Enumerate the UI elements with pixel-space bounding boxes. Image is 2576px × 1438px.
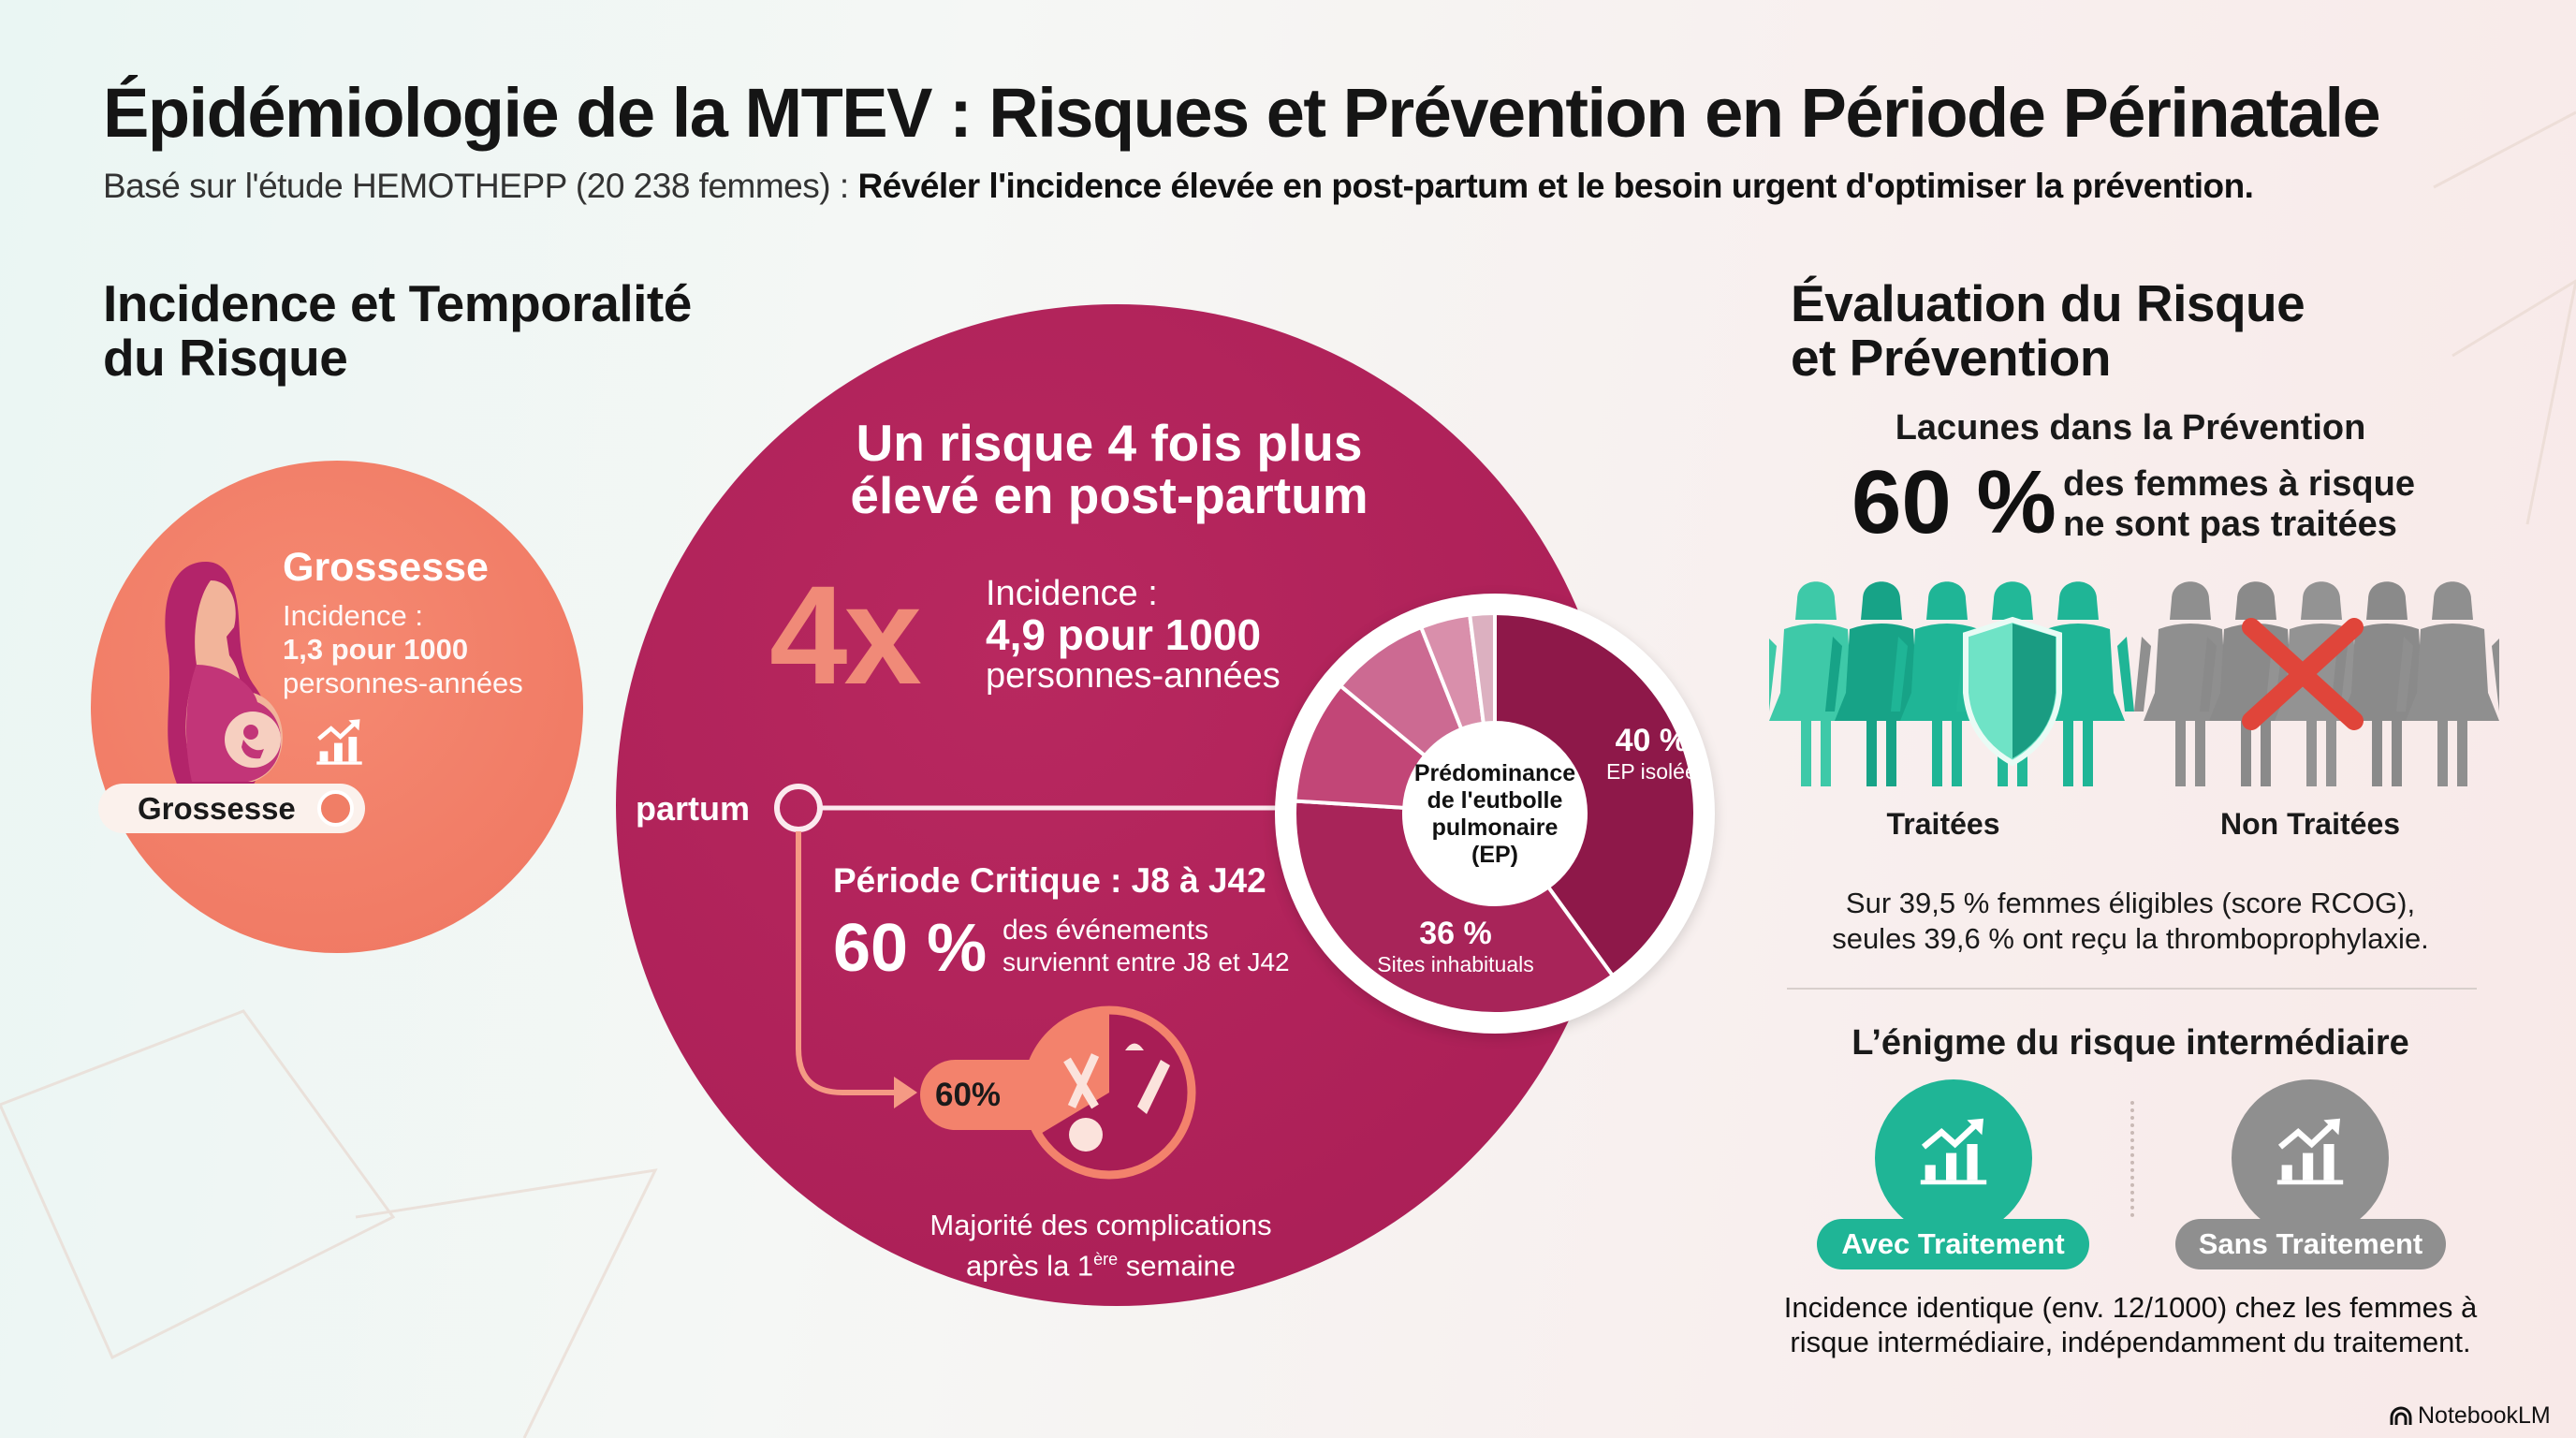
complications-line: après la 1ère semaine — [929, 1242, 1271, 1283]
donut-center-label: Prédominance de l'eutbolle pulmonaire (E… — [1414, 760, 1575, 869]
headline-line: élevé en post-partum — [850, 466, 1368, 524]
brand-name: NotebookLM — [2418, 1402, 2551, 1429]
heading-line: Incidence et Temporalité — [103, 274, 692, 332]
center-line: Prédominance — [1413, 760, 1576, 786]
incidence-unit: personnes-années — [986, 656, 1281, 696]
without-treatment-badge: Sans Traitement — [2175, 1219, 2446, 1269]
subtitle-plain: Basé sur l'étude HEMOTHEPP (20 238 femme… — [103, 167, 858, 205]
critical-period-title: Période Critique : J8 à J42 — [833, 861, 1266, 900]
trend-chart-icon — [316, 719, 362, 765]
timeline-label: Grossesse — [138, 790, 296, 826]
rcog-note: Sur 39,5 % femmes éligibles (score RCOG)… — [1832, 886, 2429, 957]
prevention-gaps-title: Lacunes dans la Prévention — [1895, 408, 2366, 448]
pregnancy-incidence: Incidence : 1,3 pour 1000 personnes-anné… — [283, 599, 523, 700]
slice-value: 40 % — [1615, 723, 1689, 758]
desc-line: ne sont pas traitées — [2063, 505, 2397, 544]
section-heading-incidence: Incidence et Temporalité du Risque — [103, 276, 692, 385]
center-line: pulmonaire — [1431, 814, 1559, 841]
incidence-label: Incidence : — [986, 574, 1158, 613]
dotted-separator — [2130, 1101, 2134, 1217]
cross-icon — [2242, 618, 2364, 730]
section-heading-evaluation: Évaluation du Risque et Prévention — [1791, 276, 2305, 385]
postpartum-timeline-label: partum — [636, 789, 751, 828]
heading-line: du Risque — [103, 329, 348, 387]
critical-period-pct: 60 % — [833, 911, 988, 986]
arrow-connector — [796, 831, 899, 1095]
slice-value: 36 % — [1419, 916, 1492, 951]
note-line: Sur 39,5 % femmes éligibles (score RCOG)… — [1845, 887, 2416, 919]
donut-hole — [1404, 723, 1586, 904]
complications-pie-icon — [1022, 1005, 1196, 1180]
text-part: après la 1 — [966, 1249, 1094, 1283]
note-line: risque intermédiaire, indépendamment du … — [1790, 1326, 2471, 1358]
treated-label: Traitées — [1886, 807, 2000, 841]
complications-text: Majorité des complications après la 1ère… — [929, 1208, 1271, 1283]
slice-sublabel: EP isolée — [1606, 759, 1697, 784]
enigma-title: L’énigme du risque intermédiaire — [1852, 1023, 2409, 1063]
slice-label-sites: 36 % Sites inhabituals — [1377, 916, 1534, 977]
heading-line: Évaluation du Risque — [1791, 274, 2305, 332]
trend-chart-icon — [1920, 1118, 1987, 1185]
center-line: de l'eutbolle — [1427, 787, 1563, 814]
with-treatment-badge: Avec Traitement — [1817, 1219, 2089, 1269]
incidence-label: Incidence : — [283, 599, 423, 632]
slice-sublabel: Sites inhabituals — [1377, 952, 1534, 976]
headline-line: Un risque 4 fois plus — [856, 414, 1363, 472]
brand-footer: NotebookLM — [2390, 1402, 2551, 1430]
complications-line: Majorité des complications — [929, 1209, 1272, 1241]
postpartum-incidence: Incidence : 4,9 pour 1000 personnes-anné… — [986, 573, 1281, 697]
text-part: semaine — [1118, 1249, 1236, 1283]
note-line: seules 39,6 % ont reçu la thromboprophyl… — [1832, 922, 2429, 955]
pregnant-woman-icon — [165, 562, 283, 786]
page-title: Épidémiologie de la MTEV : Risques et Pr… — [103, 74, 2381, 152]
trend-chart-icon — [2276, 1118, 2344, 1185]
treated-women-group — [1769, 581, 2134, 786]
risk-multiplier: 4x — [769, 556, 922, 713]
desc-line: des femmes à risque — [2063, 464, 2415, 504]
untreated-label: Non Traitées — [2219, 807, 2401, 841]
notebooklm-logo-icon — [2390, 1406, 2412, 1425]
women-figures — [1769, 581, 2499, 786]
section-divider — [1787, 988, 2477, 990]
note-line: Incidence identique (env. 12/1000) chez … — [1783, 1291, 2478, 1324]
desc-line: surviennt entre J8 et J42 — [1003, 947, 1290, 976]
slice-label-ep-isolee: 40 % EP isolée — [1606, 723, 1697, 785]
untreated-women-group — [2134, 581, 2499, 786]
center-line: (EP) — [1471, 842, 1518, 868]
ep-donut-chart — [1293, 610, 1697, 1016]
untreated-pct: 60 % — [1852, 452, 2056, 552]
untreated-desc: des femmes à risque ne sont pas traitées — [2063, 464, 2415, 545]
enigma-note: Incidence identique (env. 12/1000) chez … — [1784, 1290, 2477, 1359]
incidence-value: 4,9 pour 1000 — [986, 610, 1262, 659]
timeline-node-icon — [317, 790, 354, 827]
postpartum-headline: Un risque 4 fois plus élevé en post-part… — [850, 417, 1368, 521]
page-subtitle: Basé sur l'étude HEMOTHEPP (20 238 femme… — [103, 167, 2254, 206]
incidence-value: 1,3 pour 1000 — [283, 633, 469, 666]
pregnancy-timeline-pill: Grossesse — [98, 784, 365, 833]
critical-period-desc: des événements surviennt entre J8 et J42 — [1003, 915, 1290, 978]
pill-pct: 60% — [935, 1076, 1002, 1113]
heading-line: et Prévention — [1791, 329, 2111, 387]
arrow-head-icon — [894, 1077, 917, 1108]
timeline-node-icon — [774, 784, 823, 832]
desc-line: des événements — [1003, 915, 1209, 946]
superscript: ère — [1093, 1250, 1119, 1269]
pregnancy-title: Grossesse — [283, 545, 489, 590]
subtitle-bold: Révéler l'incidence élevée en post-partu… — [857, 167, 2254, 205]
incidence-unit: personnes-années — [283, 667, 523, 699]
